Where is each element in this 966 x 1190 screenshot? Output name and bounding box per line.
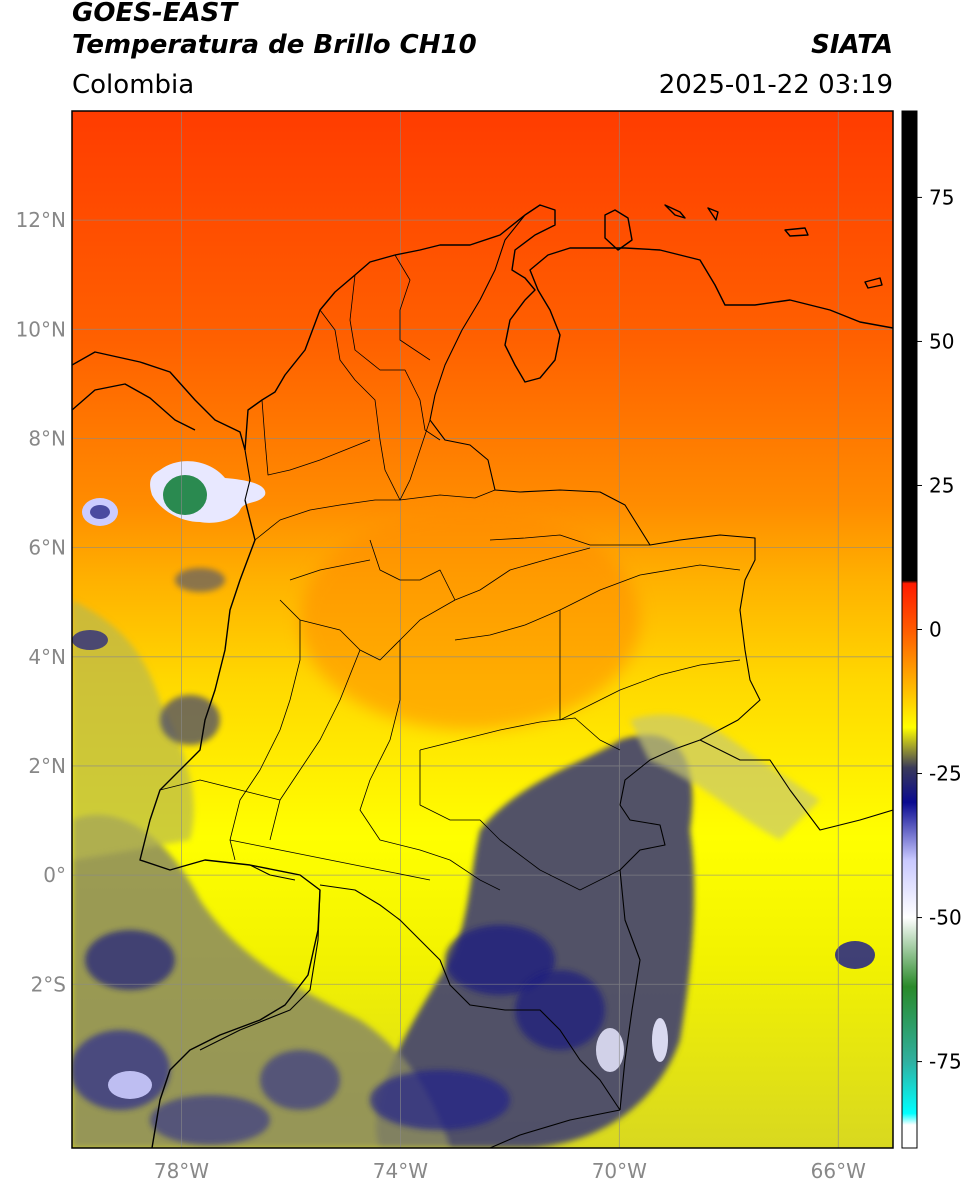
lat-tick-label: 4°N — [28, 645, 66, 669]
lon-tick-label: 70°W — [592, 1159, 647, 1183]
lon-tick-label: 74°W — [373, 1159, 428, 1183]
colorbar-tick-labels: 75 50 25 0 -25 -50 -75 — [917, 185, 962, 1073]
lat-tick-label: 10°N — [16, 317, 66, 341]
colorbar: 75 50 25 0 -25 -50 -75 — [902, 111, 962, 1148]
lat-tick-label: 2°S — [31, 972, 66, 996]
colorbar-tick-label: 50 — [929, 329, 954, 353]
colorbar-tick-label: -75 — [929, 1050, 962, 1074]
colorbar-tick-label: -25 — [929, 762, 962, 786]
lat-tick-label: 12°N — [16, 208, 66, 232]
brightness-temperature-field — [70, 111, 893, 1148]
lon-tick-label: 78°W — [154, 1159, 209, 1183]
colorbar-tick-label: 25 — [929, 473, 954, 497]
lat-tick-label: 0° — [43, 863, 66, 887]
lat-tick-label: 2°N — [28, 754, 66, 778]
lat-tick-label: 8°N — [28, 426, 66, 450]
colorbar-tick-label: -50 — [929, 906, 962, 930]
lon-tick-label: 66°W — [811, 1159, 866, 1183]
colorbar-tick-label: 0 — [929, 618, 942, 642]
lat-tick-label: 6°N — [28, 536, 66, 560]
lat-tick-labels: 12°N 10°N 8°N 6°N 4°N 2°N 0° 2°S — [16, 208, 66, 996]
colorbar-tick-label: 75 — [929, 185, 954, 209]
lon-tick-labels: 78°W 74°W 70°W 66°W — [154, 1159, 866, 1183]
